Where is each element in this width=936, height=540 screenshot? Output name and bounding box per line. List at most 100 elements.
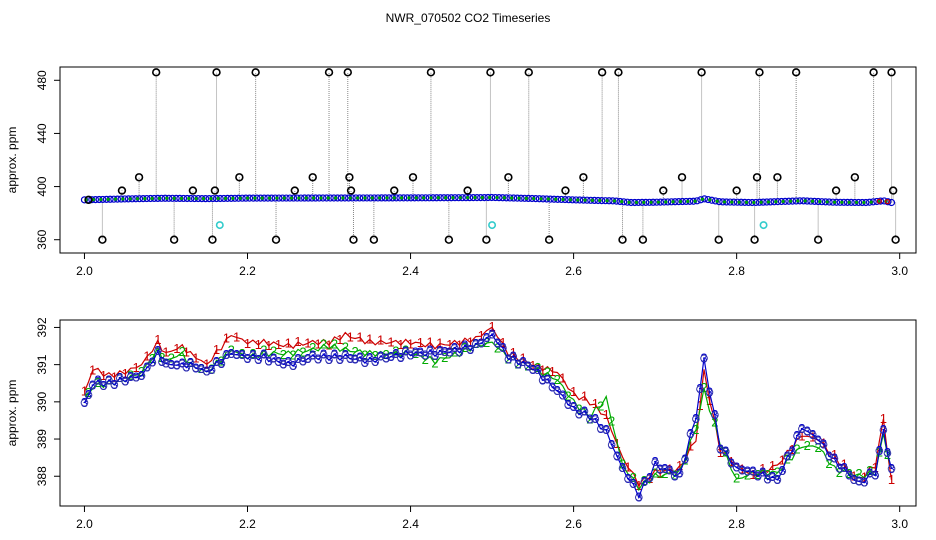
series-marker-label: 2	[372, 348, 379, 363]
series-marker-label: 3	[825, 448, 832, 463]
series-point	[602, 426, 611, 434]
series-point	[596, 425, 605, 433]
baseline-green-point	[466, 196, 470, 200]
outlier-point	[813, 235, 823, 244]
series-point	[629, 480, 638, 488]
series-point	[382, 354, 390, 363]
outlier-point	[210, 186, 220, 195]
series-point	[115, 374, 124, 383]
series-marker-label: 3	[784, 448, 791, 463]
series-marker-label: 3	[89, 377, 96, 392]
x-tick-label: 2.2	[239, 517, 256, 531]
series-marker-label: 1	[377, 332, 384, 347]
baseline-green-point	[847, 200, 851, 204]
baseline-green-point	[275, 196, 279, 200]
baseline-green-point	[840, 200, 844, 204]
series-marker-label: 2	[597, 399, 604, 414]
baseline-green-point	[267, 196, 272, 200]
series-point	[289, 362, 297, 370]
baseline-green-point	[869, 200, 873, 204]
series-marker-label: 1	[100, 368, 107, 383]
series-marker-label: 3	[168, 357, 175, 372]
series-point	[249, 351, 257, 359]
baseline-green-point	[201, 197, 206, 201]
series-marker-label: 3	[431, 348, 438, 363]
baseline-green-point	[253, 196, 257, 200]
baseline-green-point	[796, 199, 800, 203]
series-marker-label: 2	[270, 344, 277, 359]
y-tick-label: 400	[35, 176, 49, 196]
series-marker-label: 1	[456, 337, 463, 352]
baseline-green-point	[194, 196, 198, 201]
series-marker-label: 1	[478, 328, 485, 343]
outlier-point	[134, 173, 144, 182]
outlier-point	[638, 235, 648, 244]
series-point	[548, 383, 557, 392]
series-point	[279, 360, 288, 369]
series-point	[721, 447, 730, 456]
series-point	[529, 366, 537, 374]
series-marker-label: 1	[603, 407, 610, 422]
series-marker-label: 1	[592, 396, 599, 411]
series-marker-label: 1	[820, 435, 827, 450]
baseline-green-point	[774, 200, 778, 204]
x-tick-label: 2.0	[76, 517, 93, 531]
series-marker-label: 3	[472, 336, 479, 351]
series-point	[700, 354, 708, 363]
baseline-green-point	[568, 198, 572, 202]
series-marker-label: 1	[467, 334, 474, 349]
baseline-green-point	[179, 196, 184, 201]
baseline-green-point	[451, 196, 455, 200]
series-marker-label: 3	[228, 346, 235, 361]
series-point	[217, 360, 226, 368]
outlier-point	[618, 235, 627, 244]
y-tick-label: 391	[35, 354, 49, 374]
series-marker-label: 2	[451, 344, 458, 359]
series-point	[471, 340, 480, 348]
y-tick-label: 440	[35, 123, 49, 143]
baseline-green-point	[766, 200, 771, 204]
series-marker-label: 3	[850, 472, 857, 487]
series-point	[319, 350, 328, 359]
baseline-green-point	[157, 196, 162, 200]
series-point	[192, 364, 200, 373]
series-point	[376, 352, 385, 361]
series-marker-label: 1	[656, 466, 663, 481]
series-point	[749, 467, 757, 476]
baseline-green-point	[605, 199, 609, 203]
series-marker-label: 1	[759, 461, 766, 476]
series-point	[788, 447, 796, 456]
chart-title: NWR_070502 CO2 Timeseries	[386, 11, 551, 25]
cyan-point	[215, 221, 224, 230]
series-marker-label: 1	[635, 478, 642, 493]
baseline-green-point	[392, 196, 396, 200]
series-marker-label: 3	[111, 377, 118, 392]
series-point	[173, 361, 181, 370]
series-point	[325, 356, 333, 364]
series-marker-label: 3	[559, 388, 566, 403]
series-marker-label: 2	[544, 365, 551, 380]
series-marker-label: 1	[275, 337, 282, 352]
baseline-green-point	[620, 200, 624, 204]
baseline-green-point	[187, 196, 191, 201]
baseline-green-point	[788, 199, 793, 203]
series-marker-label: 3	[158, 354, 165, 369]
series-marker-label: 1	[143, 348, 150, 363]
series-point	[675, 469, 684, 478]
series-marker-label: 3	[187, 355, 194, 370]
series-point	[778, 467, 787, 475]
outlier-point	[117, 186, 127, 195]
series-marker-label: 3	[575, 407, 582, 422]
series-marker-label: 3	[876, 443, 883, 458]
series-marker-label: 3	[85, 387, 92, 402]
series-point	[227, 350, 235, 358]
series-point	[887, 465, 896, 473]
series-marker-label: 2	[764, 467, 771, 482]
series-marker-label: 3	[549, 379, 556, 394]
series-marker-label: 3	[351, 351, 358, 366]
series-marker-label: 1	[676, 458, 683, 473]
series-marker-label: 3	[387, 349, 394, 364]
series-point	[356, 353, 364, 362]
outlier-point	[151, 68, 161, 77]
